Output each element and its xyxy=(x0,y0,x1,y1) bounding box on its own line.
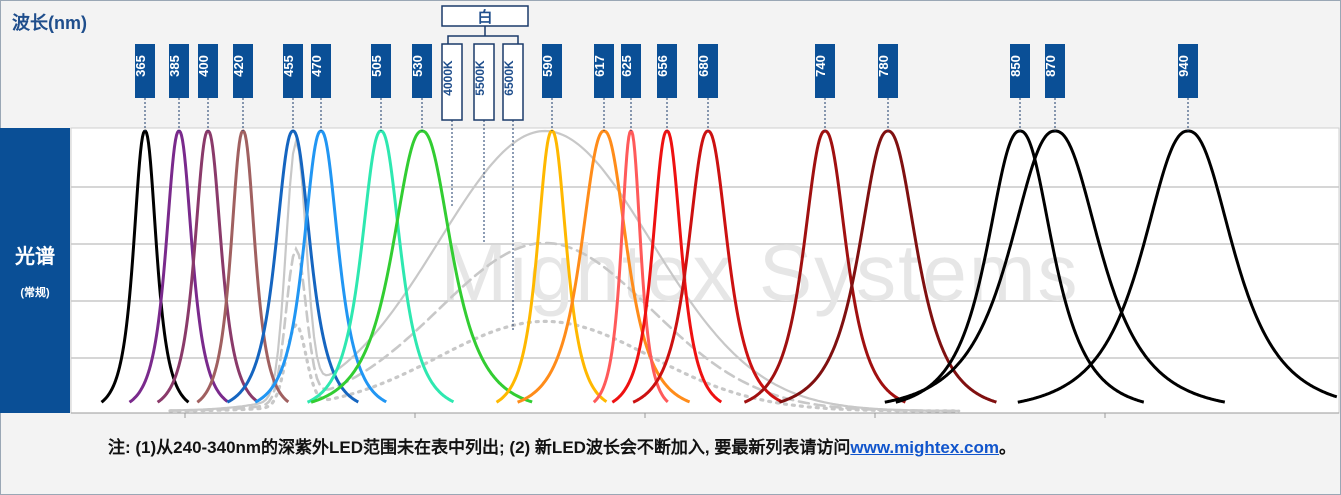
wavelength-box-385 xyxy=(169,44,189,98)
wavelength-box-656 xyxy=(657,44,677,98)
wavelength-label-625: 625 xyxy=(619,55,634,77)
wavelength-box-505 xyxy=(371,44,391,98)
spectrum-400 xyxy=(156,129,259,404)
wavelength-label-740: 740 xyxy=(813,55,828,77)
spectrum-470 xyxy=(254,129,387,404)
wavelength-label-680: 680 xyxy=(696,55,711,77)
white-label-4000K: 4000K xyxy=(441,60,455,96)
white-spectrum-6500K xyxy=(168,319,961,413)
wavelength-box-590 xyxy=(542,44,562,98)
wavelength-label-385: 385 xyxy=(167,55,182,77)
wavelength-label-617: 617 xyxy=(592,55,607,77)
wavelength-label-940: 940 xyxy=(1176,55,1191,77)
spectrum-420 xyxy=(196,129,290,404)
wavelength-label-505: 505 xyxy=(369,55,384,77)
spectrum-680 xyxy=(632,129,783,404)
y-axis-label-box: 光谱 (常规) xyxy=(0,128,70,413)
white-label-6500K: 6500K xyxy=(502,60,516,96)
wavelength-box-625 xyxy=(621,44,641,98)
wavelength-box-740 xyxy=(815,44,835,98)
wavelength-box-617 xyxy=(594,44,614,98)
spectrum-656 xyxy=(611,129,723,404)
wavelength-label-530: 530 xyxy=(410,55,425,77)
mightex-link[interactable]: www.mightex.com xyxy=(850,438,1000,457)
wavelength-box-680 xyxy=(698,44,718,98)
footnote-suffix: 。 xyxy=(999,438,1017,457)
white-label-5500K: 5500K xyxy=(473,60,487,96)
wavelength-box-780 xyxy=(878,44,898,98)
wavelength-box-455 xyxy=(283,44,303,98)
wavelength-label-455: 455 xyxy=(281,55,296,77)
wavelength-box-400 xyxy=(198,44,218,98)
spectrum-455 xyxy=(226,129,359,404)
footnote-text: 注: (1)从240-340nm的深紫外LED范围未在表中列出; (2) 新LE… xyxy=(108,438,851,457)
wavelength-label-850: 850 xyxy=(1008,55,1023,77)
spectrum-590 xyxy=(495,129,608,404)
wavelength-box-470 xyxy=(311,44,331,98)
wavelength-box-420 xyxy=(233,44,253,98)
footnote: 注: (1)从240-340nm的深紫外LED范围未在表中列出; (2) 新LE… xyxy=(108,433,1016,458)
wavelength-label-870: 870 xyxy=(1043,55,1058,77)
wavelength-label-590: 590 xyxy=(540,55,555,77)
spectrum-385 xyxy=(128,129,229,404)
wavelength-box-530 xyxy=(412,44,432,98)
y-axis-sublabel: (常规) xyxy=(20,287,50,299)
spectrum-530 xyxy=(310,129,533,404)
wavelength-box-365 xyxy=(135,44,155,98)
wavelength-label-780: 780 xyxy=(876,55,891,77)
wavelength-label-365: 365 xyxy=(133,55,148,77)
spectrum-940 xyxy=(1017,129,1338,404)
wavelength-box-870 xyxy=(1045,44,1065,98)
spectrum-740 xyxy=(743,129,906,404)
wavelength-label-420: 420 xyxy=(231,55,246,77)
white-group-label: 白 xyxy=(477,8,492,26)
y-axis-label: 光谱 xyxy=(15,246,55,268)
wavelength-label-400: 400 xyxy=(196,55,211,77)
white-group-bracket xyxy=(447,26,519,44)
wavelength-label-470: 470 xyxy=(309,55,324,77)
wavelength-box-940 xyxy=(1178,44,1198,98)
wavelength-box-850 xyxy=(1010,44,1030,98)
chart-title: 波长(nm) xyxy=(12,13,87,33)
wavelength-label-656: 656 xyxy=(655,55,670,77)
